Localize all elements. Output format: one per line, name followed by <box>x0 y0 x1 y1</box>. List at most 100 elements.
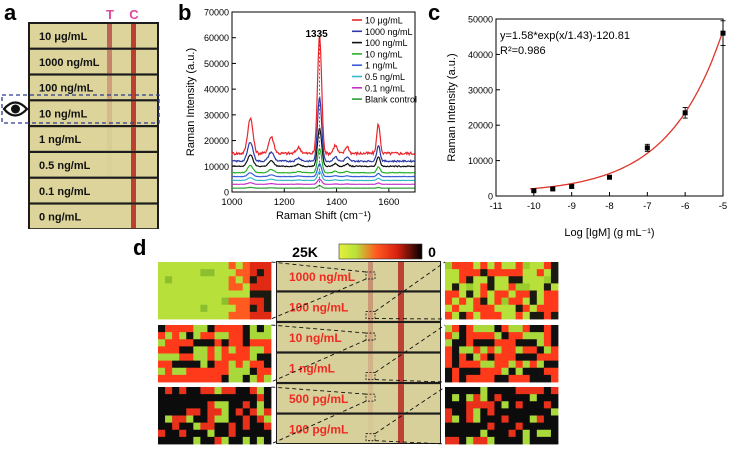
map-pixel <box>214 436 222 445</box>
map-pixel <box>445 346 453 354</box>
map-pixel <box>480 276 488 284</box>
map-pixel <box>494 394 502 402</box>
map-pixel <box>228 360 237 369</box>
map-pixel <box>242 422 251 431</box>
data-point <box>607 174 612 180</box>
map-pixel <box>221 353 230 362</box>
map-pixel <box>263 290 272 299</box>
map-pixel <box>494 290 502 299</box>
map-pixel <box>221 339 230 347</box>
map-pixel <box>480 401 488 409</box>
y-tick-label: 20000 <box>468 121 493 131</box>
test-strip <box>277 262 440 291</box>
map-pixel <box>172 422 180 431</box>
strip-frame <box>276 261 441 444</box>
map-pixel <box>263 339 272 347</box>
map-pixel <box>158 304 166 313</box>
y-tick-label: 10000 <box>204 162 229 172</box>
y-axis-label: Raman Intensity (a.u.) <box>185 48 197 156</box>
map-pixel <box>158 311 166 320</box>
map-pixel <box>445 415 453 424</box>
control-line <box>398 323 404 352</box>
map-pixel <box>235 332 244 340</box>
map-pixel <box>452 367 460 376</box>
map-pixel <box>536 436 545 445</box>
map-pixel <box>158 415 166 424</box>
fit-equation: y=1.58*exp(x/1.43)-120.81 <box>500 30 630 42</box>
map-pixel <box>487 374 495 383</box>
map-pixel <box>494 401 502 409</box>
control-line <box>398 384 404 413</box>
c-line-letter: C <box>129 7 139 22</box>
map-pixel <box>459 339 467 347</box>
legend-label: 10 ng/mL <box>365 49 403 59</box>
map-pixel <box>165 304 173 313</box>
map-pixel <box>179 290 187 299</box>
map-pixel <box>165 429 173 438</box>
map-pixel <box>158 269 166 277</box>
map-pixel <box>459 276 467 284</box>
map-pixel <box>179 276 187 284</box>
strip-label: 10 ng/mL <box>39 108 88 120</box>
map-pixel <box>445 332 453 340</box>
map-pixel <box>221 346 230 354</box>
test-strip <box>30 49 157 74</box>
map-pixel <box>165 353 173 362</box>
map-pixel <box>452 408 460 416</box>
control-line <box>131 127 136 151</box>
map-pixel <box>487 353 495 362</box>
map-pixel <box>473 429 481 438</box>
map-pixel <box>165 408 173 416</box>
eye-icon <box>2 101 29 117</box>
map-pixel <box>522 422 531 431</box>
map-pixel <box>221 290 230 299</box>
map-pixel <box>466 436 474 445</box>
map-pixel <box>494 436 502 445</box>
map-pixel <box>235 422 244 431</box>
map-pixel <box>242 283 251 291</box>
map-pixel <box>256 332 265 340</box>
map-pixel <box>501 276 509 284</box>
map-pixel <box>158 408 166 416</box>
map-pixel <box>459 436 467 445</box>
map-pixel <box>473 422 481 431</box>
map-pixel <box>494 408 502 416</box>
map-pixel <box>158 429 166 438</box>
map-pixel <box>228 353 237 362</box>
map-pixel <box>179 415 187 424</box>
map-pixel <box>529 415 538 424</box>
map-pixel <box>508 367 517 376</box>
strip-label: 1 ng/mL <box>39 134 81 146</box>
map-pixel <box>172 374 180 383</box>
panel-letter-b: b <box>178 0 192 25</box>
map-pixel <box>536 367 545 376</box>
map-pixel <box>172 387 180 395</box>
map-pixel <box>543 332 552 340</box>
map-pixel <box>200 332 208 340</box>
y-tick-label: 50000 <box>204 59 229 69</box>
map-pixel <box>214 429 222 438</box>
map-pixel <box>480 304 488 313</box>
t-line-letter: T <box>106 7 114 22</box>
map-pixel <box>235 311 244 320</box>
map-pixel <box>235 353 244 362</box>
map-pixel <box>473 290 481 299</box>
strip-label: 0.1 ng/mL <box>39 186 91 198</box>
map-pixel <box>487 262 495 270</box>
map-pixel <box>249 290 258 299</box>
map-pixel <box>515 387 524 395</box>
map-pixel <box>459 311 467 320</box>
map-pixel <box>515 394 524 402</box>
map-pixel <box>235 325 244 333</box>
map-pixel <box>221 422 230 431</box>
map-pixel <box>501 339 509 347</box>
map-pixel <box>214 297 222 306</box>
map-pixel <box>249 269 258 277</box>
map-pixel <box>193 367 201 376</box>
map-pixel <box>172 269 180 277</box>
zoom-connector-line <box>374 324 446 373</box>
map-pixel <box>200 394 208 402</box>
map-pixel <box>487 394 495 402</box>
map-pixel <box>207 283 215 291</box>
